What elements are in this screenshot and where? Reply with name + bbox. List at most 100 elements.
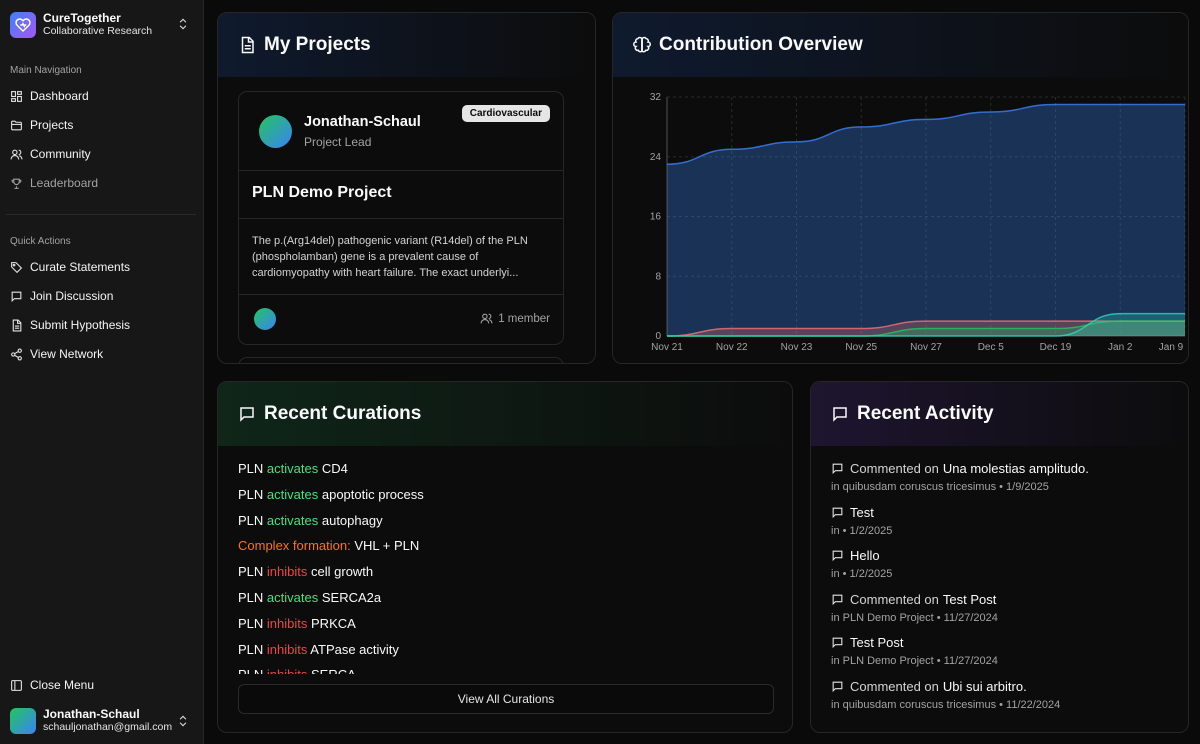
member-avatar [254, 308, 276, 330]
message-icon [831, 593, 850, 606]
curation-subject: PLN [238, 564, 264, 580]
curation-item[interactable]: PLN activates apoptotic process [238, 487, 424, 502]
sidebar-panel-icon [11, 679, 22, 691]
project-owner-name: Jonathan-Schaul [304, 114, 421, 130]
curation-object: CD4 [321, 461, 348, 476]
project-card-next[interactable] [238, 357, 564, 363]
activity-item[interactable]: Hello [831, 548, 880, 563]
sidebar-item-leaderboard[interactable]: Leaderboard [10, 171, 194, 195]
activity-meta: in PLN Demo Project • 11/27/2024 [831, 611, 998, 624]
activity-meta: in quibusdam coruscus tricesimus • 11/22… [831, 699, 1061, 711]
quick-actions-label: Quick Actions [10, 236, 71, 247]
message-icon [240, 407, 254, 422]
recent-curations-title: Recent Curations [264, 403, 422, 424]
curation-subject: PLN [238, 667, 263, 674]
curation-item[interactable]: PLN activates SERCA2a [238, 590, 381, 605]
curation-relation: inhibits [266, 564, 308, 580]
activity-action: Commented on [850, 461, 939, 476]
project-owner-role: Project Lead [304, 135, 372, 149]
user-email: schauljonathan@gmail.com [43, 721, 173, 733]
divider [239, 170, 563, 171]
series-line [667, 312, 1185, 337]
my-projects-header: My Projects [218, 13, 595, 77]
contribution-overview-card: Contribution Overview 0 8 16 24 32 Nov 21 Nov … [612, 12, 1189, 364]
curation-relation: activates [266, 486, 319, 502]
y-tick-label: 0 [655, 331, 661, 342]
curation-item[interactable]: PLN activates autophagy [238, 513, 383, 528]
activity-action: Commented on [850, 679, 939, 694]
member-count: 1 member [480, 312, 550, 325]
view-all-curations-button[interactable]: View All Curations [238, 684, 774, 714]
x-tick-label: Dec 19 [1040, 342, 1072, 353]
quick-action-curate-statements[interactable]: Curate Statements [10, 255, 194, 279]
y-tick-label: 24 [650, 152, 662, 163]
curation-object: cell growth [311, 564, 374, 580]
curation-subject: PLN [238, 641, 264, 657]
heart-logo-icon [10, 12, 36, 38]
curation-subject: PLN [238, 590, 264, 605]
curation-item[interactable]: PLN inhibits SERCA [238, 667, 356, 674]
message-icon [833, 407, 847, 422]
divider [239, 218, 563, 219]
document-icon [12, 319, 22, 331]
chevron-up-down-icon[interactable] [176, 17, 190, 31]
quick-action-submit-hypothesis[interactable]: Submit Hypothesis [10, 313, 194, 337]
y-tick-label: 8 [655, 271, 661, 282]
chevron-up-down-icon[interactable] [176, 714, 190, 728]
activity-item[interactable]: Test Post [831, 635, 903, 650]
recent-activity-card: Recent Activity Commented on Una molestia… [810, 381, 1189, 733]
curation-object: SERCA [311, 667, 356, 674]
quick-action-join-discussion[interactable]: Join Discussion [10, 284, 194, 308]
curation-subject: PLN [238, 615, 264, 631]
quick-action-label: Join Discussion [30, 289, 114, 303]
quick-action-view-network[interactable]: View Network [10, 342, 194, 366]
activity-title: Una molestias amplitudo. [942, 461, 1089, 476]
curation-object: apoptotic process [321, 486, 424, 502]
sidebar-item-community[interactable]: Community [10, 142, 194, 166]
recent-curations-card: Recent Curations PLN activates CD4 PLN ac… [217, 381, 793, 733]
message-icon [831, 506, 850, 519]
workspace-switcher[interactable]: CureTogether Collaborative Research [10, 11, 194, 39]
curation-item[interactable]: PLN inhibits PRKCA [238, 616, 356, 631]
my-projects-title: My Projects [264, 34, 371, 55]
message-icon [831, 549, 850, 562]
activity-item[interactable]: Commented on Ubi sui arbitro. [831, 679, 1027, 694]
curation-item[interactable]: PLN inhibits ATPase activity [238, 642, 399, 657]
divider [239, 294, 563, 295]
activity-item[interactable]: Test [831, 505, 874, 520]
user-name: Jonathan-Schaul [43, 707, 140, 721]
activity-title: Test [850, 504, 874, 520]
x-tick-label: Nov 23 [781, 342, 813, 353]
close-menu-label: Close Menu [30, 678, 95, 692]
activity-title: Hello [850, 548, 880, 564]
series-area [667, 104, 1185, 336]
curation-item[interactable]: PLN inhibits cell growth [238, 564, 373, 579]
curation-object: VHL + PLN [354, 538, 420, 554]
message-icon [831, 636, 850, 649]
user-menu[interactable]: Jonathan-Schaul schauljonathan@gmail.com [10, 706, 194, 736]
curation-relation: inhibits [266, 615, 308, 631]
main-navigation-label: Main Navigation [10, 65, 82, 76]
sidebar-item-projects[interactable]: Projects [10, 113, 194, 137]
project-card[interactable]: Jonathan-Schaul Project Lead Cardiovascu… [238, 91, 564, 345]
x-tick-label: Jan 9 [1159, 342, 1184, 353]
sidebar-item-label: Leaderboard [30, 176, 99, 190]
category-badge: Cardiovascular [461, 105, 550, 122]
close-menu-button[interactable]: Close Menu [10, 673, 194, 697]
activity-item[interactable]: Commented on Test Post [831, 592, 996, 607]
curation-relation: inhibits [267, 667, 307, 674]
activity-item[interactable]: Commented on Una molestias amplitudo. [831, 461, 1089, 476]
curation-item[interactable]: Complex formation: VHL + PLN [238, 538, 419, 553]
dashboard-icon [11, 90, 22, 102]
curation-item[interactable]: PLN activates CD4 [238, 461, 348, 476]
folder-icon [11, 120, 22, 130]
activity-title: Ubi sui arbitro. [942, 679, 1027, 694]
users-icon [480, 313, 493, 324]
quick-action-label: View Network [30, 347, 104, 361]
activity-title: Test Post [942, 591, 997, 607]
contribution-chart: 0 8 16 24 32 Nov 21 Nov 22 Nov 23 Nov 25 Nov 27 De… [650, 92, 1186, 353]
curation-relation: activates [266, 590, 319, 605]
document-icon [241, 36, 254, 54]
sidebar-item-dashboard[interactable]: Dashboard [10, 84, 194, 108]
user-avatar [10, 708, 36, 734]
